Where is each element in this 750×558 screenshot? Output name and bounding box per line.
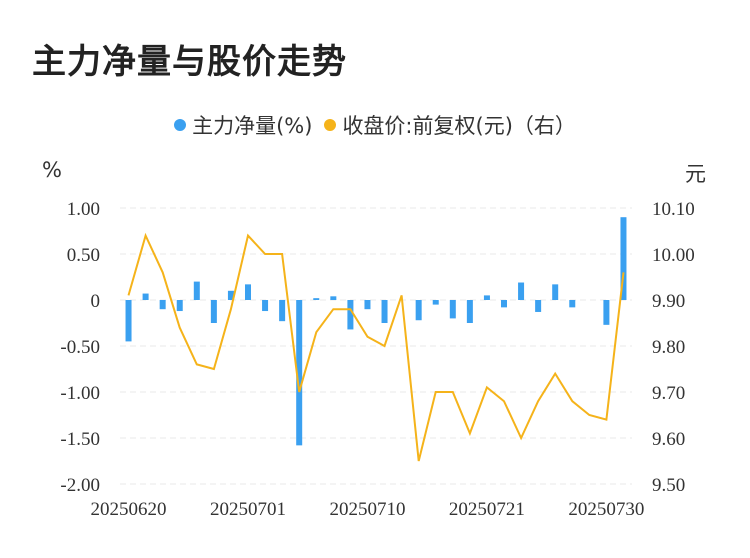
bar: [432, 300, 439, 305]
x-tick-label: 20250710: [329, 499, 405, 520]
legend-dot-close-price: [324, 119, 337, 131]
bar: [296, 300, 303, 446]
chart-title: 主力净量与股价走势: [32, 42, 347, 82]
left-tick-label: 0.50: [67, 245, 100, 266]
bar: [313, 298, 320, 300]
bar: [159, 300, 166, 310]
bar: [483, 295, 490, 300]
legend-item-net-volume[interactable]: 主力净量(%): [174, 110, 312, 140]
left-tick-label: 0: [91, 291, 101, 312]
right-axis-unit: 元: [685, 162, 706, 186]
x-tick-label: 20250721: [449, 499, 525, 520]
bar: [347, 300, 354, 330]
bar: [364, 300, 371, 310]
x-tick-label: 20250620: [91, 499, 167, 520]
bar: [518, 282, 525, 300]
bar: [552, 284, 559, 300]
bar: [330, 296, 337, 300]
bar: [603, 300, 610, 325]
right-tick-label: 9.80: [652, 337, 685, 358]
legend: 主力净量(%) 收盘价:前复权(元)（右）: [0, 110, 750, 140]
bar: [279, 300, 286, 322]
left-tick-label: -1.00: [60, 383, 100, 404]
right-tick-label: 9.50: [652, 475, 685, 496]
bar: [466, 300, 473, 323]
legend-label-net-volume: 主力净量(%): [192, 114, 313, 138]
bar: [262, 300, 269, 312]
right-tick-label: 9.60: [652, 429, 685, 450]
bar: [193, 281, 200, 300]
bar: [245, 284, 251, 300]
legend-label-close-price: 收盘价:前复权(元)（右）: [342, 114, 576, 138]
left-tick-label: -0.50: [60, 337, 100, 358]
right-tick-label: 10.10: [652, 199, 695, 220]
bar: [569, 300, 576, 308]
legend-item-close-price[interactable]: 收盘价:前复权(元)（右）: [324, 110, 576, 140]
bar: [142, 293, 149, 300]
x-tick-label: 20250701: [210, 499, 286, 520]
left-tick-label: -1.50: [60, 429, 100, 450]
bar: [210, 300, 217, 323]
bar: [227, 290, 234, 300]
left-tick-label: 1.00: [67, 199, 100, 220]
bar: [125, 300, 132, 342]
left-tick-label: -2.00: [60, 475, 100, 496]
x-tick-label: 20250730: [568, 499, 644, 520]
right-tick-label: 10.00: [652, 245, 695, 266]
bar: [415, 300, 422, 321]
right-tick-label: 9.70: [652, 383, 685, 404]
bar: [449, 300, 456, 319]
bar: [501, 300, 507, 308]
bar: [381, 300, 388, 323]
bar: [620, 217, 627, 300]
legend-dot-net-volume: [174, 119, 187, 131]
bar: [176, 300, 183, 312]
price-line: [127, 232, 625, 462]
left-axis-unit: %: [42, 158, 62, 182]
bar: [535, 300, 542, 312]
right-tick-label: 9.90: [652, 291, 685, 312]
